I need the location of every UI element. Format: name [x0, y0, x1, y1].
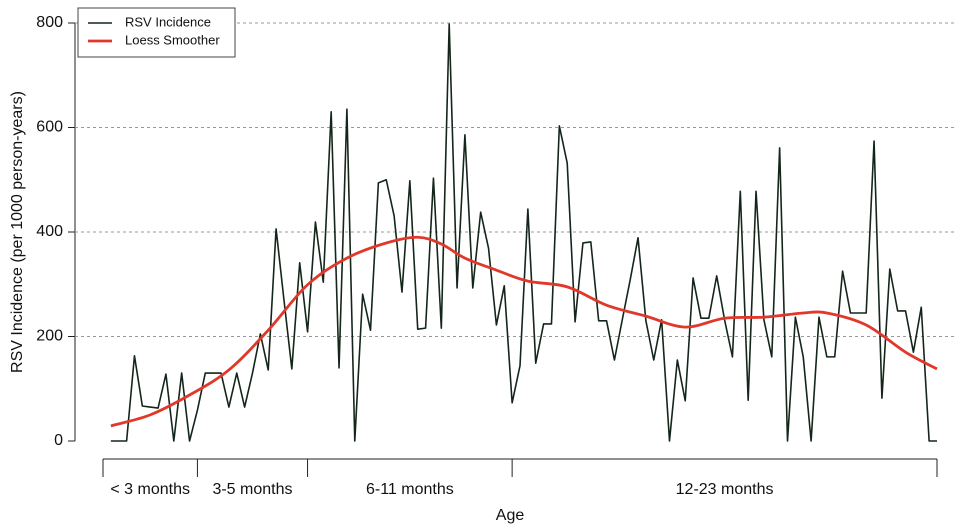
x-axis-label: Age — [496, 507, 525, 524]
group-label: < 3 months — [110, 481, 190, 498]
group-label: 6-11 months — [366, 481, 454, 498]
legend-label: RSV Incidence — [125, 14, 211, 29]
y-tick-label: 200 — [36, 328, 63, 345]
series-line — [110, 235, 938, 428]
y-tick-label: 600 — [36, 119, 63, 136]
legend-label: Loess Smoother — [125, 32, 220, 47]
group-label: 3-5 months — [212, 481, 292, 498]
group-label: 12-23 months — [676, 481, 774, 498]
y-tick-label: 400 — [36, 223, 63, 240]
y-axis-label: RSV Incidence (per 1000 person-years) — [9, 91, 26, 373]
legend-box — [77, 7, 236, 58]
series-line — [110, 23, 937, 442]
y-tick-label: 0 — [54, 432, 63, 449]
y-tick-label: 800 — [36, 14, 63, 31]
